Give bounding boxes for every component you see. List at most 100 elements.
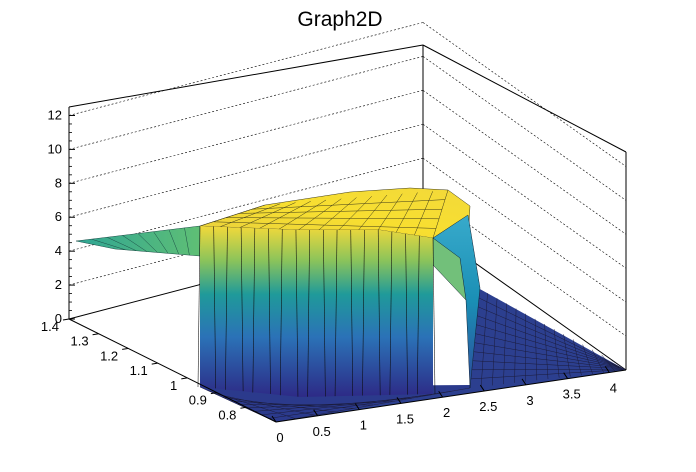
- top-mesh-line: [219, 203, 281, 228]
- low-mesh-line: [168, 229, 179, 255]
- floor-mesh-line: [472, 351, 623, 369]
- top-mesh-line: [374, 193, 403, 236]
- low-mesh-line: [122, 235, 148, 252]
- x-tick-label: 2: [443, 405, 450, 420]
- x-axis-ticks: 0 0.5 1 1.5 2 2.5 3 3.5 4: [271, 366, 617, 445]
- top-mesh-line: [238, 202, 296, 229]
- floor-mesh-line: [268, 391, 451, 419]
- z-grid-line: [422, 90, 627, 235]
- floor-mesh-line: [472, 360, 624, 369]
- low-plateau-mesh: [91, 227, 190, 256]
- top-mesh-line: [199, 204, 266, 227]
- floor-mesh-line: [475, 324, 620, 368]
- low-mesh-line: [106, 237, 137, 251]
- z-grid-line: [422, 123, 627, 269]
- floor-mesh-line: [237, 404, 374, 406]
- x-tick-label: 1.5: [396, 411, 414, 426]
- surface-front-wall: [200, 226, 433, 397]
- top-mesh-line: [316, 197, 357, 233]
- floor-mesh-line: [477, 296, 618, 366]
- z-tick-label: 2: [55, 277, 62, 292]
- top-mesh-line: [355, 194, 388, 235]
- floor-mesh-line: [611, 359, 627, 371]
- x-tick-label: 0.5: [313, 424, 331, 439]
- y-tick-mark: [210, 392, 217, 395]
- x-tick-mark: [604, 366, 610, 373]
- floor-mesh-line: [544, 323, 549, 380]
- x-tick-mark: [438, 390, 444, 398]
- wall-mesh-line: [417, 235, 420, 395]
- floor-mesh-line: [534, 318, 538, 381]
- z-grid-line: [68, 90, 424, 184]
- wall-mesh-line: [197, 225, 201, 388]
- y-axis-ticks: 0.8 0.9 1 1.1 1.2 1.3 1.4: [41, 318, 247, 422]
- z-tick-label: 0: [55, 311, 62, 326]
- floor-mesh-line: [503, 303, 507, 385]
- x-tick-mark: [271, 415, 277, 423]
- y-tick-label: 1.1: [130, 363, 148, 378]
- y-tick-label: 1: [170, 378, 177, 393]
- z-tick-label: 6: [55, 209, 62, 224]
- top-mesh-line: [225, 217, 440, 220]
- floor-mesh-line: [245, 401, 393, 409]
- x-tick-mark: [313, 409, 319, 417]
- floor-mesh-line: [471, 368, 625, 371]
- x-tick-label: 3: [526, 393, 533, 408]
- y-tick-label: 1.2: [100, 348, 118, 363]
- y-tick-mark: [181, 377, 188, 380]
- floor-mesh-line: [470, 369, 626, 380]
- x-tick-mark: [354, 403, 360, 410]
- x-tick-label: 4: [610, 380, 617, 395]
- x-tick-label: 3.5: [563, 387, 581, 402]
- z-grid-line: [68, 22, 424, 116]
- floor-mesh-line: [601, 354, 616, 372]
- y-tick-mark: [62, 318, 70, 321]
- chart-title: Graph2D: [297, 8, 382, 31]
- y-tick-mark: [122, 347, 129, 350]
- top-mesh-line: [277, 199, 327, 231]
- wall-mesh-line: [323, 229, 326, 397]
- top-mesh-line: [413, 191, 433, 238]
- wall-mesh-line: [389, 231, 393, 395]
- x-tick-label: 2.5: [479, 399, 497, 414]
- z-tick-label: 12: [48, 107, 62, 122]
- y-tick-mark: [240, 406, 247, 409]
- z-tick-label: 8: [55, 175, 62, 190]
- wall-mesh-line: [307, 229, 310, 397]
- surface-low-plateau: [75, 225, 201, 257]
- wall-mesh-line: [377, 229, 381, 396]
- y-tick-mark: [92, 333, 99, 336]
- top-mesh-line: [335, 196, 372, 234]
- x-tick-mark: [396, 397, 402, 404]
- top-mesh-line: [212, 221, 437, 229]
- wall-mesh-line: [334, 229, 338, 397]
- floor-mesh-line: [591, 349, 604, 373]
- x-tick-mark: [563, 372, 569, 379]
- y-tick-mark: [151, 362, 158, 365]
- floor-mesh-line: [475, 315, 619, 367]
- wall-mesh-line: [432, 237, 436, 395]
- low-mesh-line: [184, 227, 190, 256]
- z-tick-label: 4: [55, 243, 62, 258]
- floor-mesh-line: [473, 342, 622, 368]
- y-tick-label: 0.9: [189, 393, 207, 408]
- wall-mesh-line: [225, 227, 228, 390]
- top-mesh-line: [432, 189, 449, 239]
- wall-mesh-line: [405, 233, 408, 395]
- floor-mesh-line: [514, 308, 517, 383]
- wall-mesh-line: [362, 229, 365, 396]
- top-mesh-line: [238, 208, 443, 214]
- wall-mesh-line: [350, 229, 354, 396]
- low-mesh-line: [91, 238, 126, 251]
- floor-mesh-line: [476, 305, 618, 367]
- x-tick-mark: [479, 384, 485, 392]
- wall-mesh-line: [240, 227, 244, 392]
- top-mesh-line: [258, 201, 311, 230]
- z-grid-line: [68, 56, 424, 150]
- wall-mesh-line: [213, 226, 216, 389]
- x-tick-label: 1: [360, 418, 367, 433]
- top-mesh-line: [251, 199, 446, 210]
- top-mesh-line: [393, 192, 418, 237]
- y-tick-label: 0.8: [218, 407, 236, 422]
